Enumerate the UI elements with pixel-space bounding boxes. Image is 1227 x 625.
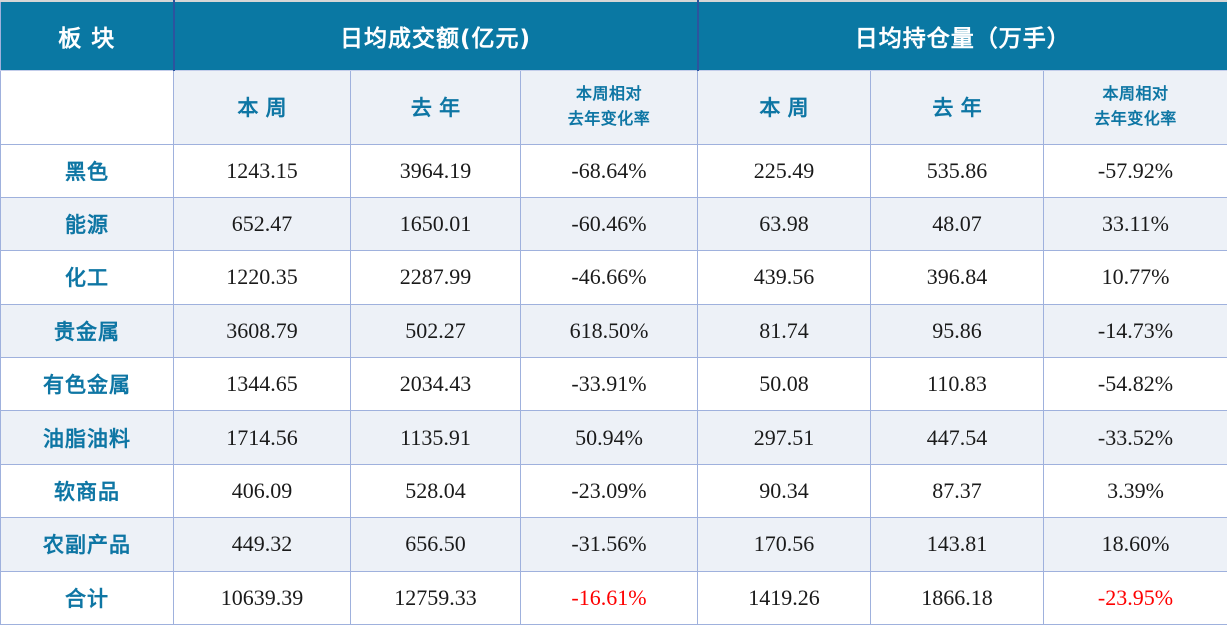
change-label-line1: 本周相对 xyxy=(1102,84,1169,104)
data-cell: 33.11% xyxy=(1043,196,1227,252)
data-cell: 1344.65 xyxy=(173,356,351,412)
data-cell: 1714.56 xyxy=(173,410,351,465)
data-cell: 48.07 xyxy=(870,196,1044,252)
table-body: 黑色 1243.15 3964.19 -68.64% 225.49 535.86 -57.9… xyxy=(0,143,1227,625)
data-cell: 652.47 xyxy=(173,196,351,252)
group-header-daily-turnover: 日均成交额(亿元) xyxy=(172,1,698,71)
data-cell: -68.64% xyxy=(520,143,698,198)
data-cell: -14.73% xyxy=(1043,303,1227,359)
data-cell: 1220.35 xyxy=(173,250,351,305)
subheader-open-interest-change-rate: 本周相对 去年变化率 xyxy=(1043,69,1227,145)
data-cell: 50.08 xyxy=(697,356,871,412)
data-cell: 90.34 xyxy=(697,463,871,519)
table-row: 贵金属 3608.79 502.27 618.50% 81.74 95.86 -14.73% xyxy=(0,303,1227,359)
data-cell: -33.91% xyxy=(520,356,698,412)
table-row: 合计 10639.39 12759.33 -16.61% 1419.26 1866.18-… xyxy=(0,570,1227,625)
data-cell: -57.92% xyxy=(1043,143,1227,198)
column-header-sector: 板 块 xyxy=(0,1,174,71)
data-cell: 10639.39 xyxy=(173,570,351,625)
data-cell: 1419.26 xyxy=(697,570,871,625)
data-cell: 618.50% xyxy=(520,303,698,359)
row-label: 软商品 xyxy=(0,463,174,519)
data-cell: 18.60% xyxy=(1043,517,1227,572)
row-label: 化工 xyxy=(0,250,174,305)
data-cell: -54.82% xyxy=(1043,356,1227,412)
data-cell: 81.74 xyxy=(697,303,871,359)
data-cell: 95.86 xyxy=(870,303,1044,359)
data-cell: 110.83 xyxy=(870,356,1044,412)
table-row: 油脂油料 1714.56 1135.91 50.94% 297.51 447.54 -33.… xyxy=(0,410,1227,465)
row-label: 贵金属 xyxy=(0,303,174,359)
data-cell: -23.95% xyxy=(1043,570,1227,625)
table-row: 黑色 1243.15 3964.19 -68.64% 225.49 535.86 -57.9… xyxy=(0,143,1227,198)
data-cell: 12759.33 xyxy=(350,570,521,625)
row-label: 农副产品 xyxy=(0,517,174,572)
blank-corner-cell xyxy=(0,69,174,145)
data-cell: 3608.79 xyxy=(173,303,351,359)
data-cell: 87.37 xyxy=(870,463,1044,519)
data-cell: 170.56 xyxy=(697,517,871,572)
row-label: 黑色 xyxy=(0,143,174,198)
row-label: 有色金属 xyxy=(0,356,174,412)
data-cell: 406.09 xyxy=(173,463,351,519)
data-cell: 63.98 xyxy=(697,196,871,252)
data-cell: 656.50 xyxy=(350,517,521,572)
group-header-daily-open-interest: 日均持仓量（万手） xyxy=(696,1,1227,71)
change-label-line1: 本周相对 xyxy=(575,84,642,104)
table-row: 有色金属 1344.65 2034.43 -33.91% 50.08 110.83 -54.… xyxy=(0,356,1227,412)
data-cell: -16.61% xyxy=(520,570,698,625)
data-cell: -46.66% xyxy=(520,250,698,305)
row-label: 能源 xyxy=(0,196,174,252)
data-cell: 1650.01 xyxy=(350,196,521,252)
subheader-turnover-last-year: 去 年 xyxy=(350,69,521,145)
change-label-line2: 去年变化率 xyxy=(567,109,651,128)
data-cell: 143.81 xyxy=(870,517,1044,572)
data-cell: 535.86 xyxy=(870,143,1044,198)
data-cell: 447.54 xyxy=(870,410,1044,465)
data-cell: -60.46% xyxy=(520,196,698,252)
table-row: 农副产品 449.32 656.50 -31.56% 170.56 143.81 18.60… xyxy=(0,517,1227,572)
data-cell: -33.52% xyxy=(1043,410,1227,465)
data-cell: 10.77% xyxy=(1043,250,1227,305)
subheader-open-interest-this-week: 本 周 xyxy=(697,69,871,145)
data-cell: 449.32 xyxy=(173,517,351,572)
data-cell: 528.04 xyxy=(350,463,521,519)
row-label: 油脂油料 xyxy=(0,410,174,465)
data-cell: 2034.43 xyxy=(350,356,521,412)
table-row: 化工 1220.35 2287.99 -46.66% 439.56 396.84 10.77… xyxy=(0,250,1227,305)
group-header-row: 板 块 日均成交额(亿元) 日均持仓量（万手） xyxy=(0,1,1227,71)
data-cell: 1135.91 xyxy=(350,410,521,465)
data-cell: 502.27 xyxy=(350,303,521,359)
data-cell: 1243.15 xyxy=(173,143,351,198)
subheader-turnover-change-rate: 本周相对 去年变化率 xyxy=(520,69,698,145)
data-cell: 396.84 xyxy=(870,250,1044,305)
data-cell: 50.94% xyxy=(520,410,698,465)
row-label: 合计 xyxy=(0,570,174,625)
data-cell: 3.39% xyxy=(1043,463,1227,519)
table-row: 软商品 406.09 528.04 -23.09% 90.34 87.37 3.39% xyxy=(0,463,1227,519)
data-cell: 2287.99 xyxy=(350,250,521,305)
subheader-turnover-this-week: 本 周 xyxy=(173,69,351,145)
data-cell: -23.09% xyxy=(520,463,698,519)
subheader-open-interest-last-year: 去 年 xyxy=(870,69,1044,145)
table-row: 能源 652.47 1650.01 -60.46% 63.98 48.07 33.11% xyxy=(0,196,1227,252)
data-cell: 439.56 xyxy=(697,250,871,305)
data-cell: 1866.18 xyxy=(870,570,1044,625)
table-header: 板 块 日均成交额(亿元) 日均持仓量（万手） 本 周 去 年 本周相对去年变化… xyxy=(0,1,1227,145)
data-cell: 225.49 xyxy=(697,143,871,198)
data-cell: 297.51 xyxy=(697,410,871,465)
data-cell: -31.56% xyxy=(520,517,698,572)
change-label-line2: 去年变化率 xyxy=(1094,109,1177,128)
sub-header-row: 本 周 去 年 本周相对去年变化率 本 周 去 年 本周相对去年变化率 xyxy=(0,69,1227,145)
data-cell: 3964.19 xyxy=(350,143,521,198)
